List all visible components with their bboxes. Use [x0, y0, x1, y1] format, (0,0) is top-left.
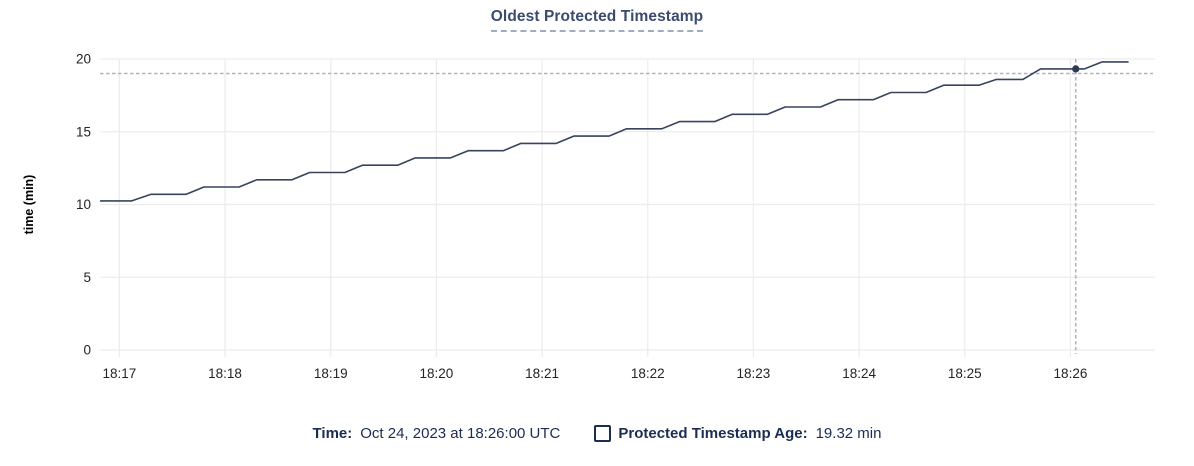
y-tick-label: 0: [83, 343, 91, 358]
x-tick-label: 18:22: [631, 366, 665, 381]
series-label: Protected Timestamp Age:: [618, 424, 808, 442]
series-line: [100, 61, 1129, 202]
time-label: Time:: [312, 424, 353, 442]
y-axis-title: time (min): [22, 175, 36, 235]
hover-point: [1072, 65, 1080, 73]
y-tick-label: 20: [76, 52, 91, 67]
hover-legend: Time: Oct 24, 2023 at 18:26:00 UTC Prote…: [0, 421, 1194, 445]
y-tick-label: 15: [76, 124, 91, 139]
x-tick-label: 18:24: [842, 366, 876, 381]
chart-title[interactable]: Oldest Protected Timestamp: [490, 8, 704, 32]
series-value: 19.32 min: [815, 424, 882, 442]
y-tick-label: 5: [83, 270, 91, 285]
x-tick-label: 18:19: [314, 366, 348, 381]
x-tick-label: 18:20: [420, 366, 454, 381]
x-tick-label: 18:26: [1054, 366, 1088, 381]
x-tick-label: 18:21: [525, 366, 559, 381]
x-tick-label: 18:23: [737, 366, 771, 381]
timeseries-chart[interactable]: 0 5 10 15 20 18:17 18:18 18:19 18:20 18:21 18:22 18…: [0, 0, 1194, 410]
x-tick-label: 18:25: [948, 366, 982, 381]
chart-title-row: Oldest Protected Timestamp: [0, 8, 1194, 32]
time-value: Oct 24, 2023 at 18:26:00 UTC: [360, 424, 561, 442]
unchecked-square-icon[interactable]: [594, 424, 612, 442]
x-tick-label: 18:18: [208, 366, 242, 381]
y-tick-label: 10: [76, 197, 91, 212]
x-tick-label: 18:17: [102, 366, 136, 381]
